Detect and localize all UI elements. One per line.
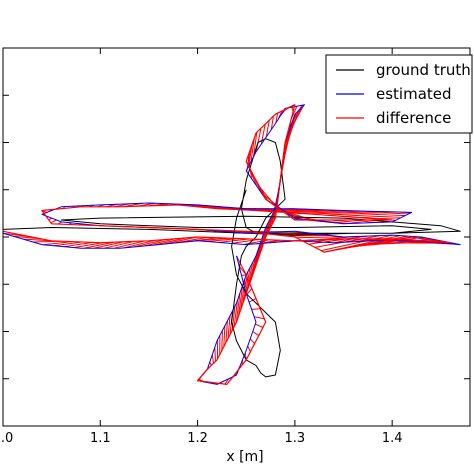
difference-segment bbox=[296, 236, 343, 239]
series-line-ground-truth bbox=[3, 138, 461, 378]
difference-segment bbox=[251, 308, 261, 310]
difference-segment bbox=[246, 262, 254, 293]
difference-segment bbox=[223, 325, 226, 347]
difference-segment bbox=[221, 330, 223, 351]
difference-segment bbox=[270, 115, 274, 130]
difference-segment bbox=[314, 235, 381, 248]
difference-segment bbox=[218, 238, 249, 243]
difference-segment bbox=[244, 239, 270, 245]
difference-segment bbox=[243, 278, 249, 286]
difference-segment bbox=[250, 137, 255, 162]
x-axis-label: x [m] bbox=[226, 449, 263, 465]
difference-segment bbox=[341, 212, 411, 217]
difference-segment bbox=[227, 315, 231, 339]
difference-segment bbox=[320, 234, 393, 252]
difference-segment bbox=[154, 237, 187, 246]
x-tick-label: 1.2 bbox=[187, 431, 208, 446]
difference-segment bbox=[50, 219, 57, 224]
difference-segment bbox=[275, 113, 279, 123]
difference-segment bbox=[23, 238, 52, 242]
difference-segment bbox=[284, 210, 345, 213]
difference-segment bbox=[211, 354, 214, 364]
difference-segment bbox=[237, 285, 244, 317]
x-tick-label: 1.4 bbox=[382, 431, 403, 446]
difference-segment bbox=[144, 238, 177, 247]
difference-segment bbox=[43, 241, 73, 246]
difference-segment bbox=[123, 239, 156, 249]
difference-segment bbox=[255, 127, 262, 152]
difference-segment bbox=[255, 323, 264, 328]
difference-segment bbox=[224, 378, 230, 385]
difference-segment bbox=[113, 240, 145, 249]
legend-label-difference: difference bbox=[376, 109, 451, 127]
difference-segment bbox=[235, 292, 241, 323]
difference-segment bbox=[265, 120, 270, 137]
difference-segment bbox=[233, 300, 238, 327]
difference-segment bbox=[297, 210, 363, 214]
x-tick-label: 1.1 bbox=[90, 431, 111, 446]
x-tick-label: 1.3 bbox=[285, 431, 306, 446]
difference-segment bbox=[252, 331, 259, 337]
difference-segment bbox=[93, 241, 125, 249]
difference-segment bbox=[334, 238, 353, 244]
difference-segment bbox=[250, 208, 307, 211]
difference-segment bbox=[214, 347, 216, 362]
x-tick-label: 1.0 bbox=[0, 431, 13, 446]
difference-segment bbox=[309, 211, 381, 215]
difference-segment bbox=[241, 274, 247, 276]
difference-segment bbox=[83, 241, 114, 249]
difference-segment bbox=[164, 236, 197, 245]
difference-segment bbox=[240, 278, 246, 311]
difference-segment bbox=[324, 211, 398, 216]
difference-segment bbox=[103, 240, 135, 249]
difference-segment bbox=[133, 239, 166, 248]
difference-segment bbox=[253, 132, 258, 157]
difference-segment bbox=[286, 234, 330, 237]
difference-segment bbox=[236, 255, 247, 276]
series-line-difference bbox=[3, 104, 452, 385]
difference-segment bbox=[53, 241, 83, 247]
difference-segment bbox=[247, 345, 251, 353]
difference-segment bbox=[246, 288, 253, 296]
legend-label-estimated: estimated bbox=[376, 85, 452, 103]
difference-segment bbox=[63, 241, 93, 248]
difference-segment bbox=[308, 235, 368, 245]
legend-label-ground-truth: ground truth bbox=[376, 61, 471, 79]
difference-segment bbox=[249, 338, 255, 345]
series-line-estimated bbox=[3, 104, 461, 385]
difference-segment bbox=[231, 238, 260, 244]
difference-segment bbox=[254, 316, 265, 320]
difference-segment bbox=[259, 209, 320, 212]
difference-segment bbox=[73, 242, 104, 249]
difference-segment bbox=[357, 214, 406, 218]
difference-segment bbox=[225, 320, 228, 343]
